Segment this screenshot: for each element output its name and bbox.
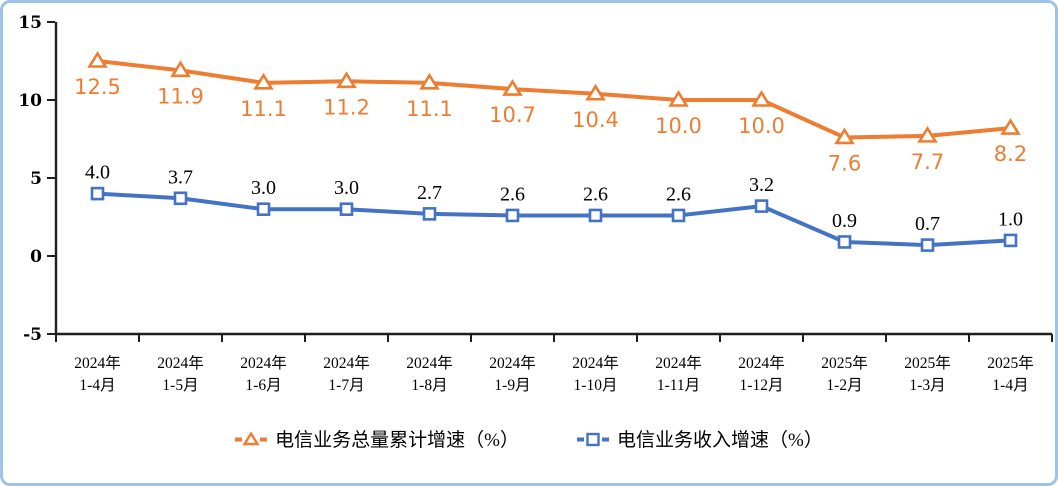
data-label: 10.4 — [572, 108, 619, 132]
data-label: 11.1 — [406, 97, 453, 121]
data-label: 2.6 — [666, 183, 691, 205]
square-marker — [920, 238, 935, 252]
y-tick-label: 10 — [18, 91, 42, 111]
data-label: 10.7 — [489, 103, 536, 127]
triangle-marker — [1000, 118, 1021, 135]
data-label: 3.0 — [251, 177, 276, 199]
square-marker — [422, 207, 437, 221]
triangle-marker — [502, 79, 523, 96]
data-label: 10.0 — [655, 114, 702, 138]
x-category-label: 2024年 1-7月 — [323, 354, 370, 394]
square-marker — [173, 191, 188, 206]
square-marker — [90, 186, 105, 201]
x-category-label: 2024年 1-11月 — [655, 354, 702, 394]
y-tick-label: 0 — [30, 247, 42, 267]
x-category-label: 2024年 1-8月 — [406, 354, 453, 394]
data-label: 2.7 — [417, 182, 442, 204]
triangle-marker — [87, 51, 108, 68]
square-marker — [754, 199, 769, 213]
triangle-marker — [253, 72, 274, 90]
data-label: 11.2 — [323, 95, 370, 119]
legend-dash — [602, 437, 609, 441]
triangle-marker — [242, 430, 260, 445]
square-marker — [671, 208, 686, 223]
legend-marker-square-icon — [577, 432, 609, 446]
triangle-marker — [419, 72, 440, 90]
y-tick-label: 5 — [30, 169, 42, 189]
x-category-label: 2025年 1-3月 — [904, 354, 951, 394]
square-marker — [505, 208, 520, 223]
legend-item-revenue-growth: 电信业务收入增速（%） — [577, 425, 823, 452]
data-label: 10.0 — [738, 114, 785, 138]
x-category-label: 2024年 1-10月 — [572, 354, 619, 394]
triangle-marker — [917, 125, 938, 143]
square-marker — [256, 202, 271, 216]
data-label: 11.9 — [157, 84, 204, 108]
x-category-label: 2024年 1-5月 — [157, 354, 204, 394]
y-tick-label: 15 — [18, 13, 42, 33]
data-label: 3.0 — [334, 177, 359, 199]
legend-label-revenue-growth: 电信业务收入增速（%） — [617, 430, 823, 451]
series-line-0 — [95, 59, 1013, 140]
legend-marker-triangle-icon — [235, 430, 268, 445]
x-category-label: 2024年 1-9月 — [489, 354, 536, 394]
data-label: 2.6 — [500, 183, 525, 205]
square-marker — [1003, 233, 1018, 248]
data-label: 2.6 — [583, 183, 608, 205]
triangle-marker — [834, 127, 855, 145]
x-category-label: 2024年 1-4月 — [74, 354, 121, 394]
data-label: 3.2 — [749, 174, 774, 196]
square-marker — [586, 432, 600, 446]
square-marker — [588, 208, 603, 223]
x-category-label: 2025年 1-4月 — [987, 354, 1034, 394]
triangle-marker — [585, 83, 606, 101]
legend-dash — [260, 437, 268, 441]
data-label: 8.2 — [994, 142, 1027, 166]
data-label: 4.0 — [85, 162, 110, 184]
legend-label-total-growth: 电信业务总量累计增速（%） — [275, 430, 519, 451]
data-label: 11.1 — [240, 97, 287, 121]
series-line-1 — [95, 191, 1013, 248]
x-category-label: 2024年 1-6月 — [240, 354, 287, 394]
data-label: 7.7 — [911, 150, 944, 174]
data-label: 0.9 — [832, 210, 857, 232]
line-chart-canvas: 15 10 5 0 -5 2024年 1-4月 2024年 1-5月 2024年 1-6月 2024年… — [18, 13, 1053, 394]
triangle-marker — [751, 90, 772, 107]
triangle-marker — [668, 90, 689, 107]
square-marker — [837, 235, 852, 249]
legend-dash — [235, 437, 243, 441]
triangle-marker — [336, 71, 357, 89]
legend-item-total-growth: 电信业务总量累计增速（%） — [235, 425, 519, 452]
data-label: 7.6 — [828, 151, 861, 175]
x-category-label: 2025年 1-2月 — [821, 354, 868, 394]
square-marker — [339, 202, 354, 216]
x-category-label: 2024年 1-12月 — [738, 354, 785, 394]
y-tick-label: -5 — [23, 325, 42, 345]
data-label: 0.7 — [915, 213, 940, 235]
data-label: 3.7 — [168, 166, 193, 188]
legend: 电信业务总量累计增速（%） 电信业务收入增速（%） — [3, 425, 1055, 452]
data-label: 1.0 — [998, 208, 1023, 230]
legend-dash — [577, 437, 584, 441]
data-label: 12.5 — [74, 75, 121, 99]
triangle-marker — [170, 60, 191, 78]
